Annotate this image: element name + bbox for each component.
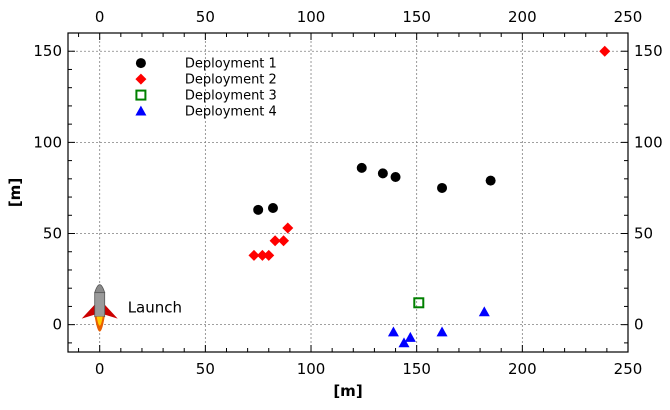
legend-label-deployment-1: Deployment 1 bbox=[185, 57, 277, 72]
data-point-deployment-3 bbox=[413, 297, 425, 309]
y-axis-label: [m] bbox=[6, 178, 24, 207]
y-tick-label-right: 50 bbox=[634, 225, 653, 243]
y-tick-label: 0 bbox=[52, 316, 62, 334]
plot-frame bbox=[67, 32, 629, 353]
data-point-deployment-1 bbox=[485, 175, 496, 186]
x-tick-label: 200 bbox=[508, 360, 537, 378]
data-point-deployment-1 bbox=[267, 202, 278, 213]
data-point-deployment-2 bbox=[269, 235, 281, 247]
x-axis-label: [m] bbox=[333, 382, 362, 400]
data-point-deployment-2 bbox=[263, 249, 275, 261]
legend-marker-deployment-4 bbox=[135, 105, 147, 116]
grid bbox=[68, 33, 629, 352]
x-tick-label: 100 bbox=[297, 360, 326, 378]
data-point-deployment-2 bbox=[256, 249, 268, 261]
legend-marker-deployment-3 bbox=[135, 89, 147, 101]
data-point-deployment-1 bbox=[377, 168, 388, 179]
data-point-deployment-4 bbox=[478, 306, 490, 317]
data-point-deployment-1 bbox=[437, 182, 448, 193]
x-tick-label: 150 bbox=[402, 360, 431, 378]
legend-label-deployment-3: Deployment 3 bbox=[185, 89, 277, 104]
y-tick-label: 150 bbox=[33, 42, 62, 60]
y-tick-label: 50 bbox=[43, 225, 62, 243]
x-tick-label-top: 150 bbox=[402, 8, 431, 26]
x-tick-label: 50 bbox=[196, 360, 215, 378]
y-tick-label-right: 100 bbox=[634, 133, 663, 151]
axis-ticks: 0 0 50 50 100 100 150 150 200 200 250 250 0 0 50 50 100 1… bbox=[33, 8, 662, 378]
data-point-deployment-1 bbox=[356, 162, 367, 173]
data-point-deployment-2 bbox=[282, 222, 294, 234]
legend-label-deployment-4: Deployment 4 bbox=[185, 105, 277, 120]
legend-label-deployment-2: Deployment 2 bbox=[185, 73, 277, 88]
x-tick-label: 0 bbox=[95, 360, 105, 378]
data-point-deployment-2 bbox=[278, 235, 290, 247]
legend-marker-deployment-2 bbox=[135, 73, 147, 85]
y-tick-label-right: 150 bbox=[634, 42, 663, 60]
y-tick-label-right: 0 bbox=[634, 316, 644, 334]
data-point-deployment-2 bbox=[599, 45, 611, 57]
x-tick-label-top: 0 bbox=[95, 8, 105, 26]
y-tick-label: 100 bbox=[33, 133, 62, 151]
x-tick-label-top: 200 bbox=[508, 8, 537, 26]
x-tick-label-top: 100 bbox=[297, 8, 326, 26]
data-point-deployment-2 bbox=[248, 249, 260, 261]
x-tick-label-top: 50 bbox=[196, 8, 215, 26]
legend-marker-deployment-1 bbox=[135, 58, 146, 69]
data-point-deployment-1 bbox=[390, 172, 401, 183]
x-tick-label-top: 250 bbox=[614, 8, 643, 26]
launch-label: Launch bbox=[128, 299, 182, 317]
data-point-deployment-4 bbox=[436, 326, 448, 337]
data-point-deployment-1 bbox=[253, 204, 264, 215]
x-tick-label: 250 bbox=[614, 360, 643, 378]
data-point-deployment-4 bbox=[387, 326, 399, 337]
rocket-icon bbox=[81, 284, 118, 332]
data-point-deployment-4 bbox=[398, 337, 410, 348]
data-point-deployment-4 bbox=[404, 331, 416, 342]
data-points bbox=[248, 45, 611, 348]
